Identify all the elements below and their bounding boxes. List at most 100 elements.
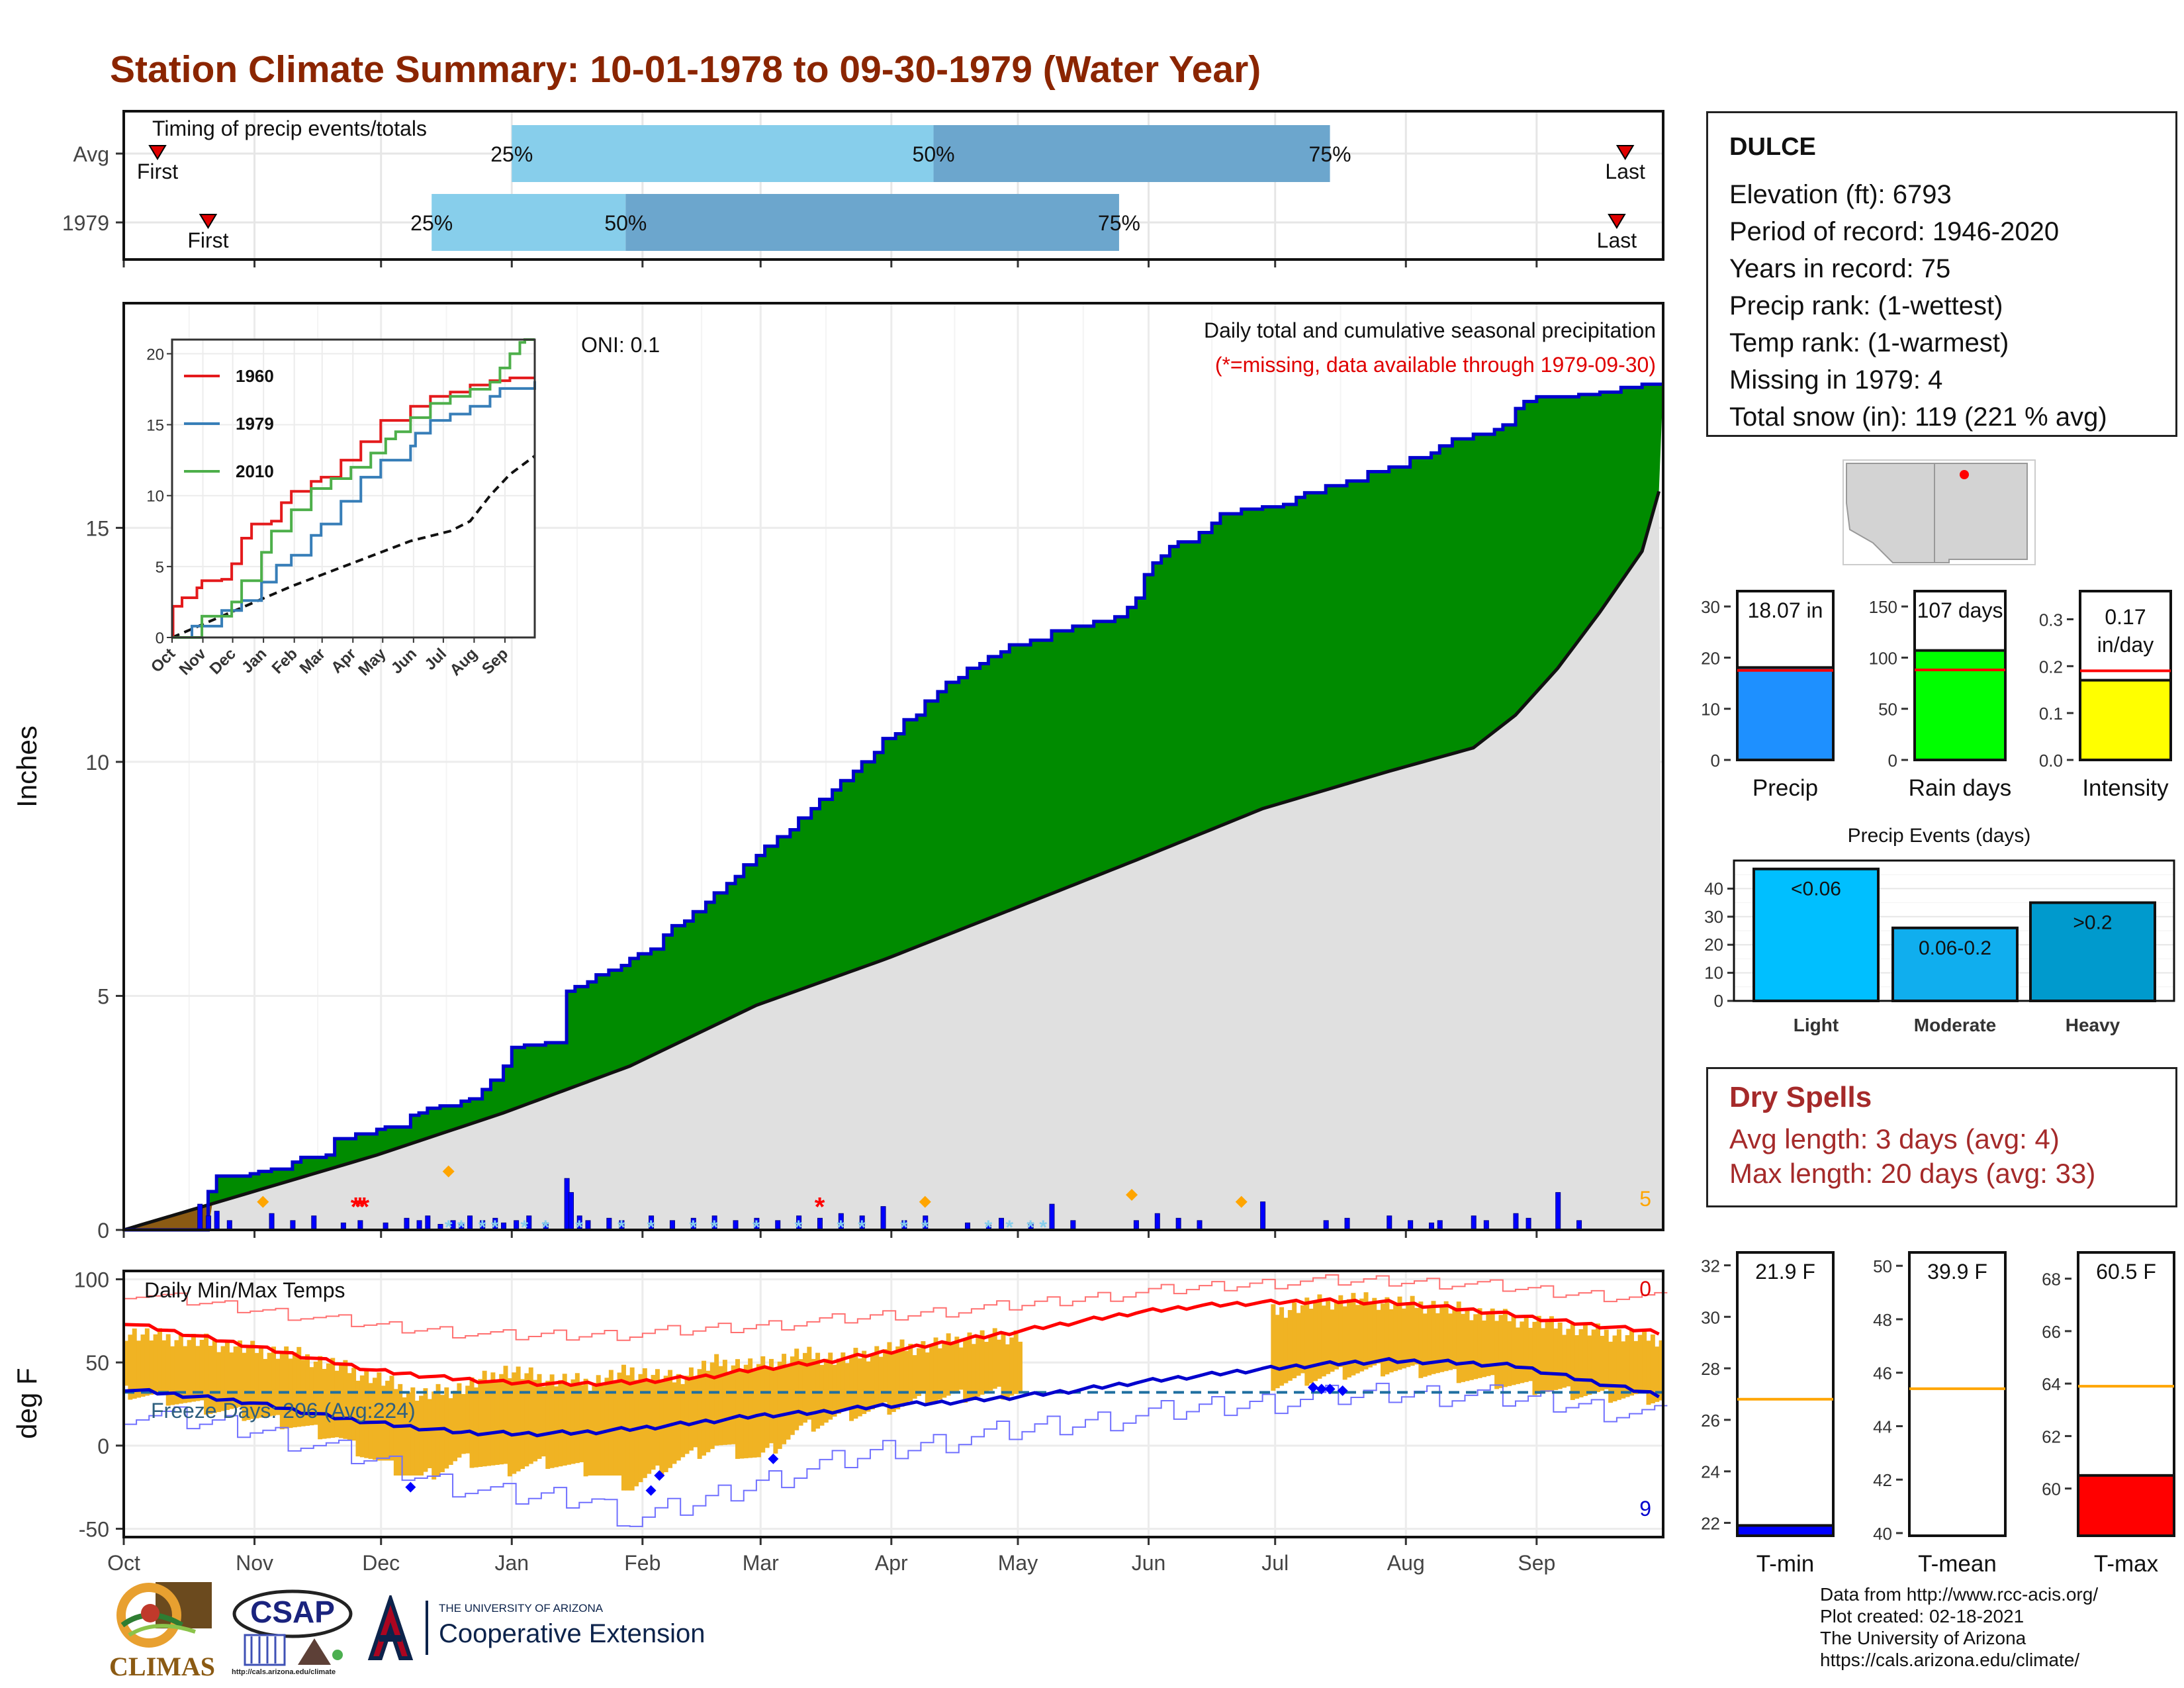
temps-record-low-marker <box>405 1481 416 1493</box>
precip-daily-bar <box>1471 1215 1477 1231</box>
precip-daily-bar <box>1049 1203 1055 1231</box>
temps-record-low-marker <box>768 1453 779 1464</box>
station-total-snow: Total snow (in): 119 (221 % avg) <box>1729 402 2107 432</box>
temps-daily-range <box>1570 1323 1575 1400</box>
temps-daily-range <box>499 1374 504 1465</box>
temps-xtick-label: Sep <box>1518 1551 1555 1575</box>
temps-daily-range <box>1659 1340 1664 1401</box>
summary-bar-ytick-label: 44 <box>1873 1417 1892 1436</box>
timing-first-label: First <box>187 228 228 252</box>
temps-daily-range <box>233 1346 238 1409</box>
temps-daily-range <box>908 1344 913 1401</box>
temps-daily-range <box>1481 1320 1486 1378</box>
precip-missing-marker: * <box>351 1193 361 1222</box>
timing-first-marker <box>199 214 218 229</box>
temps-daily-range <box>844 1363 850 1409</box>
inset-ytick-label: 15 <box>146 417 164 435</box>
precip-daily-bar <box>1175 1217 1181 1231</box>
temps-daily-range <box>1604 1329 1609 1389</box>
temps-daily-range <box>195 1346 201 1401</box>
temps-daily-range <box>1461 1313 1466 1382</box>
inset-xtick-label: Feb <box>269 645 301 677</box>
temps-daily-range <box>929 1344 934 1404</box>
precip-missing-marker: * <box>355 1193 365 1222</box>
temps-daily-range <box>1447 1313 1453 1370</box>
events-category-label: Moderate <box>1914 1015 1996 1035</box>
timing-chart: 25% 50% 75% First Last Avg 25% 50% 75% First Last 1… <box>62 110 1664 267</box>
temps-daily-range <box>592 1383 597 1476</box>
timing-row-label: 1979 <box>62 211 109 235</box>
ua-logo-divider <box>426 1601 428 1655</box>
precip-daily-bar <box>1483 1220 1489 1231</box>
temps-record-min-line <box>124 1382 1668 1527</box>
temps-daily-range <box>688 1367 694 1451</box>
temps-daily-range <box>1330 1309 1335 1372</box>
timing-bar-dark <box>625 194 1119 251</box>
temps-daily-range <box>790 1356 795 1435</box>
precip-frame <box>122 302 1664 1231</box>
dry-spells-title: Dry Spells <box>1729 1081 1872 1113</box>
temps-daily-range <box>937 1348 942 1400</box>
station-elevation: Elevation (ft): 6793 <box>1729 180 1952 209</box>
map-state-newmexico <box>1934 463 2028 563</box>
climas-logo: CLIMAS <box>109 1579 215 1681</box>
precip-daily-bar <box>568 1192 574 1231</box>
summary-bar-t-mean: 40 42 44 46 48 50 39.9 F T-mean <box>1873 1251 2007 1577</box>
precip-heavy-event-marker <box>1235 1196 1248 1208</box>
temps-daily-range <box>545 1380 551 1469</box>
summary-bar-ytick-label: 40 <box>1873 1524 1892 1544</box>
temps-daily-range <box>1553 1328 1559 1390</box>
temps-daily-range <box>722 1360 727 1445</box>
temps-daily-range <box>1296 1313 1301 1376</box>
temps-count-top: 0 <box>1639 1277 1651 1301</box>
temps-daily-range <box>1304 1297 1310 1386</box>
temps-daily-range <box>144 1328 150 1396</box>
temps-daily-range <box>950 1344 956 1394</box>
temps-daily-range <box>457 1383 462 1458</box>
csap-logo-mark <box>232 1589 353 1666</box>
precip-daily-bar <box>1344 1217 1350 1231</box>
temps-daily-range <box>271 1346 277 1416</box>
station-temp-rank: Temp rank: (1-warmest) <box>1729 328 2009 357</box>
temps-daily-range <box>1406 1302 1411 1368</box>
temps-daily-range <box>1621 1341 1626 1399</box>
precip-snow-marker: * <box>541 1217 549 1239</box>
precip-snow-marker: * <box>858 1217 866 1239</box>
footer-data-source: Data from http://www.rcc-acis.org/ <box>1820 1584 2099 1605</box>
temps-daily-range <box>604 1378 610 1476</box>
temps-daily-range <box>267 1352 272 1417</box>
precip-daily-bar <box>357 1220 363 1231</box>
temps-daily-range <box>1431 1301 1436 1374</box>
temps-daily-range <box>402 1397 407 1476</box>
page-title-wrap: Station Climate Summary: 10-01-1978 to 0… <box>110 48 1261 91</box>
temps-daily-range <box>903 1350 909 1404</box>
summary-bar-ytick-label: 150 <box>1869 597 1897 617</box>
station-name: DULCE <box>1729 133 1816 161</box>
temps-daily-range <box>946 1333 951 1396</box>
climas-logo-text: CLIMAS <box>109 1652 216 1681</box>
footer-url: https://cals.arizona.edu/climate/ <box>1820 1650 2080 1670</box>
inset-xtick-label: Apr <box>328 645 359 677</box>
temps-daily-range <box>305 1354 310 1426</box>
precip-ytick-label: 10 <box>85 751 109 774</box>
temps-daily-range <box>393 1389 398 1476</box>
temps-daily-range <box>676 1374 681 1461</box>
temps-daily-range <box>1646 1340 1651 1405</box>
temps-daily-range <box>917 1348 922 1396</box>
temps-daily-range <box>608 1370 614 1476</box>
temps-daily-range <box>347 1373 352 1440</box>
precip-daily-bar <box>775 1220 781 1231</box>
temps-daily-range <box>752 1370 757 1458</box>
temps-daily-range <box>786 1364 791 1440</box>
temps-daily-range <box>482 1370 487 1467</box>
temps-daily-range <box>419 1395 424 1476</box>
temps-daily-range <box>503 1366 508 1464</box>
temps-daily-range <box>1494 1321 1500 1389</box>
precip-average-line <box>123 491 1661 1232</box>
temps-daily-range <box>1401 1308 1406 1369</box>
temps-record-low-marker <box>1324 1383 1336 1395</box>
station-period: Period of record: 1946-2020 <box>1729 217 2060 246</box>
summary-bar-ytick-label: 64 <box>2042 1374 2061 1394</box>
summary-bar-value-label: 0.17 <box>2105 605 2146 629</box>
